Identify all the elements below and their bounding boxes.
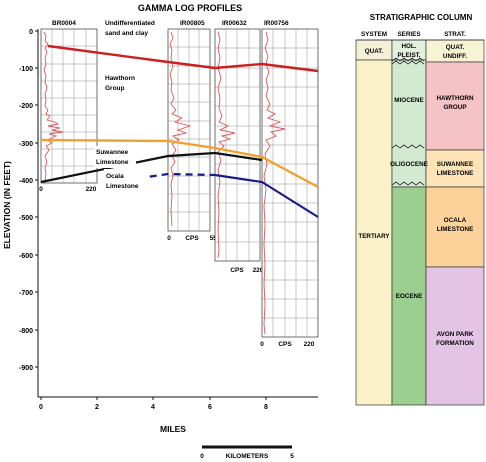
scale-bar: 0 KILOMETERS 5 (200, 445, 294, 460)
strat-system-quat: QUAT. (365, 48, 384, 55)
y-tick-800: -800 (19, 328, 33, 335)
surface-top-hawthorn (47, 44, 319, 73)
strat-header-series: SERIES (397, 31, 420, 38)
strat-system-tertiary: TERTIARY (358, 233, 390, 240)
strat-column (355, 39, 485, 406)
y-axis-label: ELEVATION (IN FEET) (2, 161, 12, 249)
strat-series-pleist: PLEIST. (397, 52, 420, 59)
unit-labels: Undifferentiated sand and clay Hawthorn … (94, 17, 165, 193)
strat-suwannee-2: LIMESTONE (437, 170, 474, 177)
x-tick-6: 6 (208, 404, 212, 411)
y-tick-400: -400 (19, 178, 33, 185)
gamma-trace-ir00805 (169, 31, 192, 227)
strat-header-strat: STRAT. (444, 31, 466, 38)
strat-suwannee-1: SUWANNEE (437, 161, 473, 168)
strat-avon-1: AVON PARK (437, 331, 474, 338)
scale-unit-ir00805: CPS (185, 235, 199, 242)
well-id-ir00756: IR00756 (264, 20, 289, 27)
well-id-ir00805: IR00805 (180, 20, 205, 27)
y-tick-900: -900 (19, 365, 33, 372)
strat-ocala-2: LIMESTONE (437, 226, 474, 233)
unconformity-lines (391, 57, 425, 186)
well-log-br0004: BR0004 0 220 (39, 20, 98, 193)
x-tick-labels: 0 2 4 6 8 (39, 404, 268, 411)
strat-ocala-1: OCALA (444, 217, 467, 224)
strat-avon-2: FORMATION (436, 340, 474, 347)
strat-series-hol: HOL. (401, 43, 416, 50)
strat-title: STRATIGRAPHIC COLUMN (370, 13, 473, 22)
strat-cell-avon-park (425, 266, 485, 406)
strat-cell-suwannee (425, 149, 485, 188)
scale-min-br0004: 0 (39, 186, 43, 193)
well-id-br0004: BR0004 (52, 20, 76, 27)
well-log-ir00632: IR00632 CPS 220 (214, 20, 264, 274)
strat-cell-tertiary (355, 59, 393, 406)
scale-unit-ir00756: CPS (278, 341, 292, 348)
strat-header-system: SYSTEM (361, 31, 387, 38)
gamma-trace-br0004 (43, 31, 64, 181)
surface-top-suwannee (40, 138, 319, 189)
strat-cell-eocene (391, 186, 427, 406)
label-hawthorn-2: Group (105, 85, 125, 92)
y-tick-100: -100 (19, 66, 33, 73)
y-tick-500: -500 (19, 215, 33, 222)
label-undiff-1: Undifferentiated (105, 20, 155, 27)
well-log-ir00805: IR00805 0 CPS 550 (167, 20, 221, 242)
y-tick-700: -700 (19, 290, 33, 297)
y-tick-300: -300 (19, 141, 33, 148)
label-suwannee-2: Limestone (96, 159, 129, 166)
strat-series-miocene: MIOCENE (394, 97, 423, 104)
label-hawthorn-1: Hawthorn (105, 75, 135, 82)
strat-cell-miocene-oligocene (391, 59, 427, 188)
x-tick-2: 2 (95, 404, 99, 411)
scale-max-ir00632: 220 (253, 267, 264, 274)
surface-top-avon-park (214, 173, 319, 218)
y-tick-labels: 0 -100 -200 -300 -400 -500 -600 -700 -80… (19, 29, 33, 372)
y-tick-0: 0 (29, 29, 33, 36)
well-id-ir00632: IR00632 (222, 20, 247, 27)
label-ocala-1: Ocala (106, 173, 124, 180)
scale-unit-ir00632: CPS (230, 267, 244, 274)
y-tick-200: -200 (19, 103, 33, 110)
label-undiff-2: sand and clay (105, 30, 148, 37)
strat-quat-undiff-2: UNDIFF. (443, 53, 467, 60)
gamma-trace-ir00632 (217, 31, 236, 259)
strat-labels: SYSTEM SERIES STRAT. QUAT. TERTIARY HOL.… (358, 31, 474, 347)
strat-quat-undiff-1: QUAT. (446, 44, 465, 51)
x-axis-label: MILES (160, 424, 186, 434)
scale-min-ir00756: 0 (260, 341, 264, 348)
y-tick-600: -600 (19, 253, 33, 260)
scale-max-ir00756: 220 (304, 341, 315, 348)
label-ocala-2: Limestone (106, 183, 139, 190)
axes (35, 29, 318, 400)
gamma-title: GAMMA LOG PROFILES (138, 3, 242, 13)
strat-hawthorn-2: GROUP (443, 104, 466, 111)
scale-min-ir00805: 0 (167, 235, 171, 242)
x-tick-8: 8 (264, 404, 268, 411)
strat-series-oligocene: OLIGOCENE (390, 161, 428, 168)
scale-max-br0004: 220 (86, 186, 97, 193)
x-tick-4: 4 (151, 404, 155, 411)
label-suwannee-1: Suwannee (96, 149, 129, 156)
scale-bar-right: 5 (290, 453, 294, 460)
scale-bar-left: 0 (200, 453, 204, 460)
gamma-trace-ir00756 (263, 31, 286, 335)
scale-bar-label: KILOMETERS (226, 453, 269, 460)
strat-hawthorn-1: HAWTHORN (436, 95, 474, 102)
x-tick-0: 0 (39, 404, 43, 411)
strat-series-eocene: EOCENE (396, 293, 423, 300)
